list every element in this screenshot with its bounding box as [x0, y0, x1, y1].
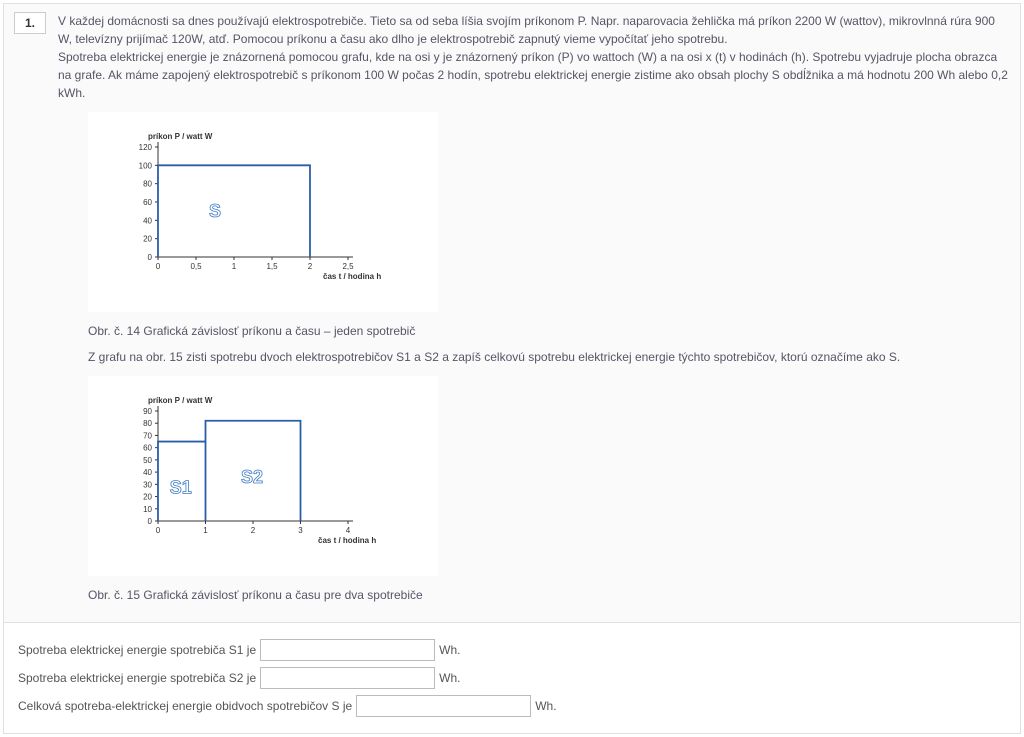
svg-text:80: 80 [143, 419, 152, 428]
answer-section: Spotreba elektrickej energie spotrebiča … [4, 622, 1020, 733]
svg-text:S2: S2 [241, 467, 263, 487]
chart2-svg: príkon P / watt W 0 10 20 30 40 50 60 70 80 90 0 1 2… [98, 391, 408, 551]
answer-s2-unit: Wh. [439, 671, 460, 685]
chart2-y-label: príkon P / watt W [148, 396, 213, 405]
chart1-y-label: príkon P / watt W [148, 132, 213, 141]
answer-s1-unit: Wh. [439, 643, 460, 657]
answer-row-s1: Spotreba elektrickej energie spotrebiča … [18, 639, 1006, 661]
svg-text:20: 20 [143, 235, 152, 244]
question-container: 1. V každej domácnosti sa dnes používajú… [3, 3, 1021, 734]
answer-total-unit: Wh. [535, 699, 556, 713]
svg-text:1: 1 [232, 262, 237, 271]
question-body: 1. V každej domácnosti sa dnes používajú… [4, 4, 1020, 622]
instruction-text: Z grafu na obr. 15 zisti spotrebu dvoch … [88, 350, 1010, 364]
svg-text:100: 100 [139, 161, 153, 170]
chart2-caption: Obr. č. 15 Grafická závislosť príkonu a … [88, 588, 1010, 602]
svg-text:60: 60 [143, 198, 152, 207]
svg-text:80: 80 [143, 180, 152, 189]
svg-text:2: 2 [308, 262, 313, 271]
svg-text:50: 50 [143, 456, 152, 465]
chart1-svg: príkon P / watt W 0 20 40 60 80 100 120 0 0,5 1 1,… [98, 127, 408, 287]
svg-text:0,5: 0,5 [190, 262, 202, 271]
chart1-box: príkon P / watt W 0 20 40 60 80 100 120 0 0,5 1 1,… [88, 112, 438, 312]
svg-text:40: 40 [143, 468, 152, 477]
answer-s1-label: Spotreba elektrickej energie spotrebiča … [18, 643, 256, 657]
question-content: V každej domácnosti sa dnes používajú el… [58, 12, 1010, 614]
svg-text:70: 70 [143, 431, 152, 440]
answer-s2-label: Spotreba elektrickej energie spotrebiča … [18, 671, 256, 685]
svg-text:2: 2 [251, 526, 256, 535]
svg-text:20: 20 [143, 493, 152, 502]
answer-row-s2: Spotreba elektrickej energie spotrebiča … [18, 667, 1006, 689]
question-text: V každej domácnosti sa dnes používajú el… [58, 12, 1010, 102]
svg-text:0: 0 [148, 253, 153, 262]
svg-text:90: 90 [143, 407, 152, 416]
svg-text:4: 4 [346, 526, 351, 535]
svg-text:2,5: 2,5 [342, 262, 354, 271]
svg-text:S: S [209, 201, 221, 221]
svg-text:120: 120 [139, 143, 153, 152]
question-number: 1. [14, 12, 46, 34]
chart2-box: príkon P / watt W 0 10 20 30 40 50 60 70 80 90 0 1 2… [88, 376, 438, 576]
svg-text:čas t / hodina h: čas t / hodina h [323, 272, 381, 281]
answer-total-input[interactable] [356, 695, 531, 717]
svg-text:0: 0 [156, 526, 161, 535]
answer-s1-input[interactable] [260, 639, 435, 661]
svg-text:0: 0 [148, 517, 153, 526]
svg-text:60: 60 [143, 444, 152, 453]
svg-text:1,5: 1,5 [266, 262, 278, 271]
svg-text:S1: S1 [170, 477, 192, 497]
svg-text:čas t / hodina h: čas t / hodina h [318, 536, 376, 545]
answer-s2-input[interactable] [260, 667, 435, 689]
svg-text:1: 1 [203, 526, 208, 535]
answer-total-label: Celková spotreba-elektrickej energie obi… [18, 699, 352, 713]
answer-row-total: Celková spotreba-elektrickej energie obi… [18, 695, 1006, 717]
svg-text:10: 10 [143, 505, 152, 514]
svg-text:40: 40 [143, 216, 152, 225]
svg-text:30: 30 [143, 480, 152, 489]
svg-text:0: 0 [156, 262, 161, 271]
svg-text:3: 3 [298, 526, 303, 535]
chart1-caption: Obr. č. 14 Grafická závislosť príkonu a … [88, 324, 1010, 338]
